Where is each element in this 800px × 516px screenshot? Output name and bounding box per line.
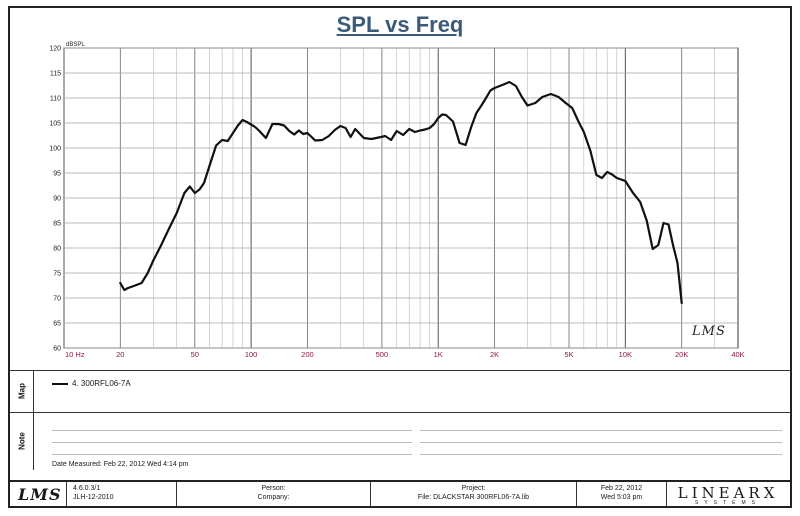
note-line: [52, 430, 412, 431]
note-line: [52, 454, 412, 455]
x-tick-label: 1K: [434, 350, 443, 359]
file-label: File: DLACKSTAR 300RFL06-7A.lib: [417, 494, 530, 501]
x-tick-label: 10K: [619, 350, 632, 359]
footer-brand-divider: [666, 482, 667, 506]
version-date: JLH-12-2010: [73, 494, 114, 501]
x-tick-label: 5K: [564, 350, 573, 359]
x-tick-label: 20: [116, 350, 124, 359]
legend-swatch: [52, 382, 68, 385]
y-tick-label: 95: [53, 171, 61, 178]
note-line: [420, 442, 782, 443]
linearx-sub: SYSTEMS: [695, 500, 761, 506]
footer-time: Wed 5:03 pm: [600, 494, 643, 501]
note-line: [420, 430, 782, 431]
footer-lms-logo: LMS: [18, 485, 62, 504]
y-tick-label: 80: [53, 246, 61, 253]
x-tick-label: 200: [301, 350, 314, 359]
x-tick-label: 20K: [675, 350, 688, 359]
y-tick-label: 90: [53, 196, 61, 203]
note-line: [420, 454, 782, 455]
x-tick-label: 10 Hz: [65, 350, 85, 359]
map-panel-divider: [10, 370, 790, 371]
x-tick-label: 500: [376, 350, 389, 359]
footer-date-cell: Feb 22, 2012 Wed 5:03 pm: [576, 482, 666, 506]
project-label: Project:: [461, 485, 486, 492]
y-tick-label: 75: [53, 271, 61, 278]
version-text: 4.6.0.3/1: [73, 485, 101, 492]
y-tick-label: 120: [49, 46, 61, 53]
legend-label: 4. 300RFL06-7A: [72, 379, 131, 388]
date-measured: Date Measured: Feb 22, 2012 Wed 4:14 pm: [52, 461, 189, 468]
footer-date: Feb 22, 2012: [600, 485, 643, 492]
y-tick-label: 105: [49, 121, 61, 128]
y-tick-label: 85: [53, 221, 61, 228]
legend-entry: 4. 300RFL06-7A: [52, 379, 131, 388]
x-tick-label: 50: [191, 350, 199, 359]
y-tick-label: 70: [53, 296, 61, 303]
report-frame: [8, 6, 792, 508]
company-label: Company:: [257, 494, 290, 501]
x-tick-label: 40K: [731, 350, 744, 359]
y-tick-label: 100: [49, 146, 61, 153]
y-tick-label: 110: [50, 96, 61, 103]
person-label: Person:: [261, 485, 286, 492]
x-tick-label: 2K: [490, 350, 499, 359]
note-panel-divider: [10, 412, 790, 413]
map-panel-tab: Map: [10, 370, 34, 412]
linearx-logo: LINEARX: [677, 484, 779, 502]
footer-divider: [10, 480, 790, 482]
y-tick-label: 65: [53, 321, 61, 328]
spl-curve: [119, 80, 683, 305]
x-tick-label: 100: [245, 350, 258, 359]
note-line: [52, 442, 412, 443]
footer-project-cell: Project: File: DLACKSTAR 300RFL06-7A.lib: [370, 482, 576, 506]
note-panel-tab: Note: [10, 412, 34, 470]
chart-title: SPL vs Freq: [336, 12, 464, 37]
footer-person-cell: Person: Company:: [176, 482, 370, 506]
y-tick-label: 115: [50, 71, 61, 78]
footer-version-cell: 4.6.0.3/1 JLH-12-2010: [66, 482, 176, 506]
graph-lms-logo: LMS: [692, 324, 726, 339]
y-axis-label: dBSPL: [66, 42, 85, 48]
y-tick-label: 60: [53, 346, 61, 353]
